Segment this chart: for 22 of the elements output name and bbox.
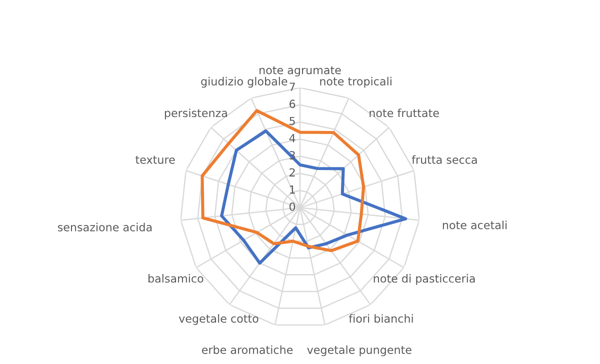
spoke-label: note agrumate <box>260 66 341 76</box>
y-tick-label: 1 <box>290 185 295 194</box>
spoke-label: balsamico <box>148 274 204 283</box>
y-tick-label: 7 <box>290 82 295 91</box>
spoke-label: texture <box>136 156 175 164</box>
y-tick-label: 4 <box>289 134 296 142</box>
y-tick-label: 0 <box>289 202 296 211</box>
spoke-label: note acetali <box>442 220 507 230</box>
spoke-label: erbe aromatiche <box>202 345 293 354</box>
spoke-label: vegetale pungente <box>307 345 412 356</box>
spoke-label: frutta secca <box>412 155 477 164</box>
y-tick-label: 6 <box>290 100 296 108</box>
spoke-label: note fruttate <box>370 108 439 118</box>
y-tick-label: 2 <box>290 168 295 176</box>
spoke-label: sensazione acida <box>58 222 152 232</box>
spoke-label: fiori bianchi <box>348 314 413 323</box>
y-tick-label: 5 <box>290 116 295 126</box>
spoke-label: note tropicali <box>320 76 392 88</box>
spoke-label: note di pasticceria <box>374 274 475 285</box>
spoke-label: persistenza <box>164 108 227 120</box>
spoke-label: vegetale cotto <box>178 314 258 325</box>
spoke-label: giudizio globale <box>201 76 288 88</box>
